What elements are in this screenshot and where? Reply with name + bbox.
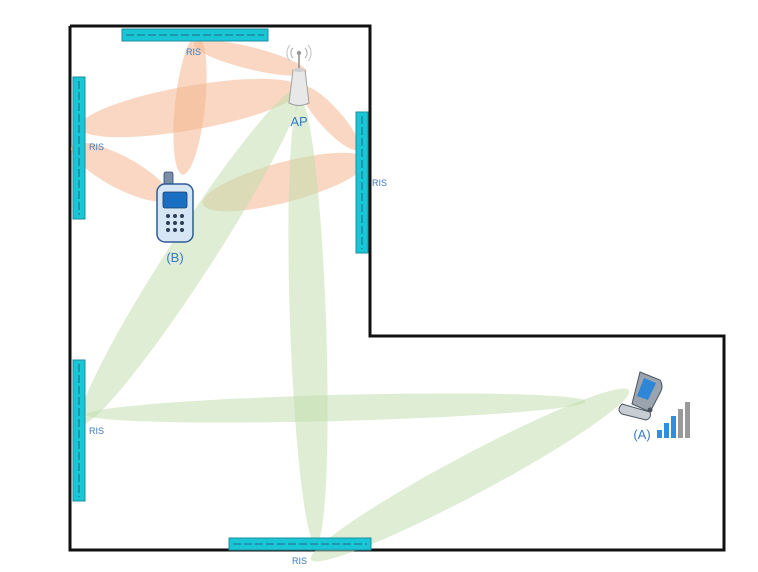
ris-label-top: RIS	[186, 47, 201, 57]
ris-panel-left-upper	[72, 76, 86, 220]
ris-panels	[72, 28, 372, 551]
ap-label: AP	[290, 114, 307, 129]
floor-plan-wall	[68, 24, 726, 552]
beam-ris-left-to-b	[70, 142, 170, 202]
ris-label-bottom: RIS	[292, 556, 307, 566]
signal-bar	[671, 416, 676, 438]
beam-ris-lower-left-to-a	[86, 393, 586, 423]
ris-label-left-lower: RIS	[89, 426, 104, 436]
signal-bar	[664, 423, 669, 438]
signal-bar	[685, 402, 690, 438]
flip-phone-icon	[618, 371, 663, 421]
device-a-label: (A)	[633, 427, 650, 442]
signal-bar	[657, 430, 662, 438]
device-b-label: (B)	[166, 250, 183, 265]
green-beams	[79, 87, 630, 562]
beam-ap-to-ris-top	[193, 40, 307, 76]
phone-icon	[156, 171, 194, 243]
ris-panel-right	[355, 111, 369, 254]
signal-bars-icon	[657, 402, 690, 438]
ris-label-left-upper: RIS	[89, 142, 104, 152]
orange-beams	[70, 35, 368, 212]
beam-ap-to-ris-lower-left	[79, 87, 301, 425]
beam-ris-top-to-b	[173, 35, 207, 175]
beam-ap-to-ris-bottom	[288, 100, 328, 544]
ris-label-right: RIS	[372, 178, 387, 188]
ris-panel-bottom	[228, 537, 372, 551]
beam-ap-to-ris-right	[300, 85, 360, 151]
ris-panel-top	[121, 28, 269, 42]
antenna-icon	[286, 44, 312, 106]
ris-panel-left-lower	[72, 359, 86, 502]
signal-bar	[678, 409, 683, 438]
beam-ris-bottom-to-a	[310, 388, 630, 562]
